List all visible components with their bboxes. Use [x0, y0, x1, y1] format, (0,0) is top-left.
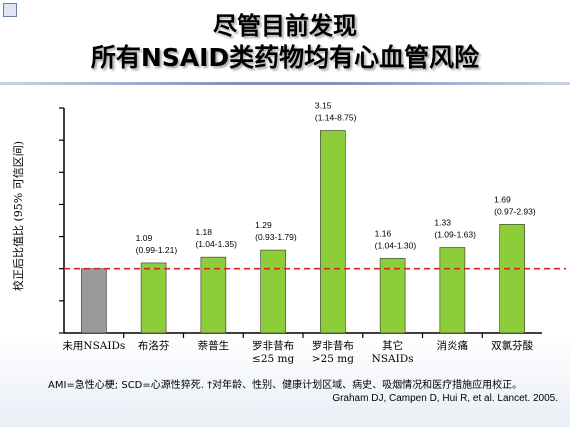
x-label-5: 其它 [382, 339, 403, 352]
value-label-5: 1.16 [375, 228, 392, 238]
title-divider [0, 82, 570, 85]
x-label-5-line2: NSAIDs [372, 353, 414, 365]
ci-label-7: (0.97-2.93) [494, 206, 536, 216]
x-label-6: 消炎痛 [437, 339, 469, 352]
citation: Graham DJ, Campen D, Hui R, et al. Lance… [332, 393, 558, 404]
value-label-2: 1.18 [195, 227, 212, 237]
footnote: AMI=急性心梗; SCD=心源性猝死. †对年龄、性别、健康计划区域、病史、吸… [48, 380, 523, 391]
x-label-4: 罗非昔布 [312, 340, 354, 352]
ci-label-5: (1.04-1.30) [375, 240, 417, 250]
value-label-3: 1.29 [255, 220, 272, 230]
x-label-4-line2: >25 mg [312, 353, 354, 365]
ci-label-1: (0.99-1.21) [136, 245, 178, 255]
ci-label-6: (1.09-1.63) [434, 230, 476, 240]
bar-1 [140, 262, 167, 334]
bar-3 [260, 249, 286, 334]
ci-label-2: (1.04-1.35) [195, 239, 237, 249]
bar-7 [499, 224, 525, 334]
value-label-7: 1.69 [494, 194, 511, 204]
ci-label-4: (1.14-8.75) [315, 113, 357, 123]
x-label-3-line2: ≤25 mg [252, 353, 294, 365]
slide-title-line2: 所有NSAID类药物均有心血管风险 [90, 43, 480, 72]
slide-logo-icon [3, 3, 17, 17]
value-label-6: 1.33 [434, 218, 451, 228]
x-label-1: 布洛芬 [138, 339, 170, 352]
x-label-2: 萘普生 [198, 339, 230, 352]
x-label-3: 罗非昔布 [252, 340, 294, 352]
bar-5 [379, 258, 406, 334]
slide-title-line1: 尽管目前发现 [213, 12, 357, 40]
bar-0 [81, 268, 107, 334]
bar-4 [320, 130, 346, 334]
x-label-0: 未用NSAIDs [62, 340, 125, 352]
value-label-1: 1.09 [136, 233, 153, 243]
x-label-7: 双氯芬酸 [491, 339, 533, 352]
value-label-4: 3.15 [315, 101, 332, 111]
bar-2 [200, 256, 227, 334]
bar-6 [439, 247, 466, 334]
ci-label-3: (0.93-1.79) [255, 232, 297, 242]
